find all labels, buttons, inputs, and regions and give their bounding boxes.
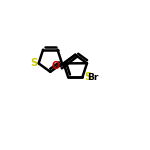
Text: Br: Br	[87, 72, 99, 81]
Text: O: O	[51, 61, 60, 71]
Text: S: S	[30, 58, 37, 68]
Text: S: S	[84, 72, 91, 82]
